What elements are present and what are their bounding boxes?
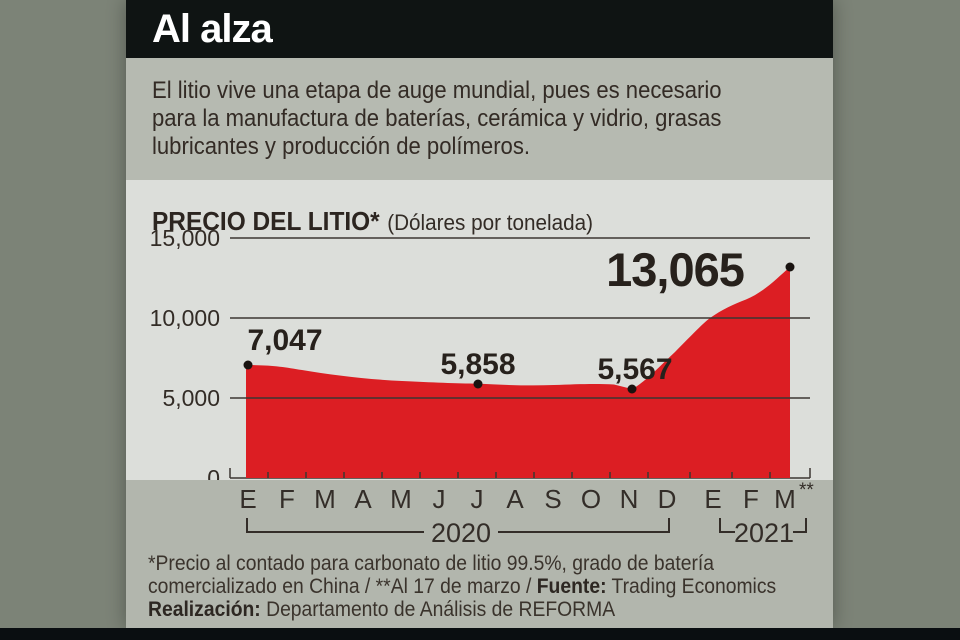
footnote-credit-label: Realización: [148,598,261,621]
footer-box: E F M A M J J A S O N D E F M ** 2020 20… [126,480,833,628]
intro-text-line: El litio vive una etapa de auge mundial,… [152,77,722,104]
year-bracket-2020 [246,518,670,533]
x-axis-ticks [229,468,811,478]
footnotes: *Precio al contado para carbonato de lit… [148,552,776,621]
infographic-card: Al alza El litio vive una etapa de auge … [126,0,833,628]
x-axis-month-label: M [390,484,412,514]
footnote-text: comercializado en China / **Al 17 de mar… [148,575,537,598]
x-axis-month-label: A [506,484,524,514]
x-axis-month-label: E [704,484,721,514]
footnote-text: *Precio al contado para carbonato de lit… [148,552,715,575]
point-value-label: 5,858 [440,348,515,381]
title-bar: Al alza [126,0,833,58]
year-bracket-2021 [719,518,807,533]
x-axis-month-label: F [743,484,759,514]
data-point-dot [785,262,795,272]
data-point-dot [473,379,483,389]
x-axis-month-label: D [658,484,677,514]
x-axis-month-label: J [471,484,484,514]
intro-box: El litio vive una etapa de auge mundial,… [126,58,833,180]
point-value-label-peak: 13,065 [606,243,744,296]
x-axis-month-label: F [279,484,295,514]
x-axis-month-label: O [581,484,601,514]
page-title: Al alza [152,6,273,51]
intro-text-line: lubricantes y producción de polímeros. [152,133,531,160]
y-tick-label: 10,000 [150,305,220,331]
x-axis-month-label: J [433,484,446,514]
footnote-credit-value: Departamento de Análisis de REFORMA [260,598,616,621]
y-tick-label: 5,000 [162,385,220,411]
x-axis-month-label: A [354,484,372,514]
y-tick-label: 0 [207,465,220,480]
price-area-chart: 15,000 10,000 5,000 0 7,047 5,858 5,567 … [150,225,811,480]
year-label-2021: 2021 [734,518,794,548]
footnote-line: comercializado en China / **Al 17 de mar… [148,575,776,598]
x-axis-month-label: E [239,484,256,514]
chart-header: PRECIO DEL LITIO* (Dólares por tonelada) [152,206,593,237]
x-axis-month-asterisks: ** [799,480,814,501]
point-value-label: 7,047 [247,324,322,357]
intro-text-line: para la manufactura de baterías, cerámic… [152,105,722,132]
x-axis-month-label: M [774,484,796,514]
data-point-dot [243,360,253,370]
x-axis-area: E F M A M J J A S O N D E F M ** 2020 20… [239,480,814,548]
footnote-source-value: Trading Economics [606,575,777,598]
x-axis-month-label: S [544,484,561,514]
bottom-bar [0,628,960,640]
chart-subtitle: (Dólares por tonelada) [387,210,593,235]
x-axis-month-label: M [314,484,336,514]
footnote-source-label: Fuente: [536,575,607,598]
point-value-label: 5,567 [597,353,672,386]
footnote-line: *Precio al contado para carbonato de lit… [148,552,776,575]
y-tick-label: 15,000 [150,225,220,251]
x-axis-month-label: N [620,484,639,514]
chart-title: PRECIO DEL LITIO* [152,206,380,236]
data-point-dot [627,384,637,394]
chart-panel: PRECIO DEL LITIO* (Dólares por tonelada) … [126,180,833,480]
year-label-2020: 2020 [431,518,491,548]
footnote-line: Realización: Departamento de Análisis de… [148,598,776,621]
price-area-series [246,267,790,478]
